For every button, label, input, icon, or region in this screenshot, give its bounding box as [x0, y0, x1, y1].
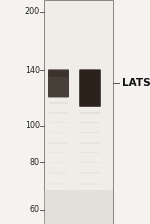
- Bar: [80, 131, 100, 133]
- Bar: [80, 162, 100, 163]
- Bar: [44, 190, 113, 224]
- Bar: [80, 183, 100, 185]
- Bar: [80, 196, 100, 197]
- Bar: [44, 0, 113, 224]
- Bar: [49, 152, 68, 153]
- Text: 140: 140: [25, 66, 40, 75]
- Bar: [80, 102, 100, 104]
- FancyBboxPatch shape: [79, 69, 101, 107]
- Bar: [49, 162, 68, 163]
- Text: LATS1: LATS1: [122, 78, 150, 88]
- FancyBboxPatch shape: [48, 69, 69, 97]
- Text: 60: 60: [30, 205, 40, 214]
- Bar: [80, 152, 100, 153]
- Bar: [80, 82, 100, 84]
- Bar: [80, 112, 100, 114]
- Bar: [49, 131, 68, 133]
- Bar: [49, 82, 68, 84]
- Bar: [49, 92, 68, 94]
- Text: 200: 200: [25, 7, 40, 16]
- Bar: [49, 102, 68, 104]
- Bar: [80, 142, 100, 144]
- Bar: [49, 122, 68, 123]
- Bar: [49, 112, 68, 114]
- Text: 80: 80: [30, 158, 40, 167]
- FancyBboxPatch shape: [49, 71, 68, 77]
- Bar: [49, 196, 68, 197]
- Bar: [80, 172, 100, 174]
- Bar: [80, 92, 100, 94]
- Bar: [49, 183, 68, 185]
- Text: 100: 100: [25, 121, 40, 130]
- Bar: [49, 172, 68, 174]
- Bar: [80, 122, 100, 123]
- Bar: [49, 142, 68, 144]
